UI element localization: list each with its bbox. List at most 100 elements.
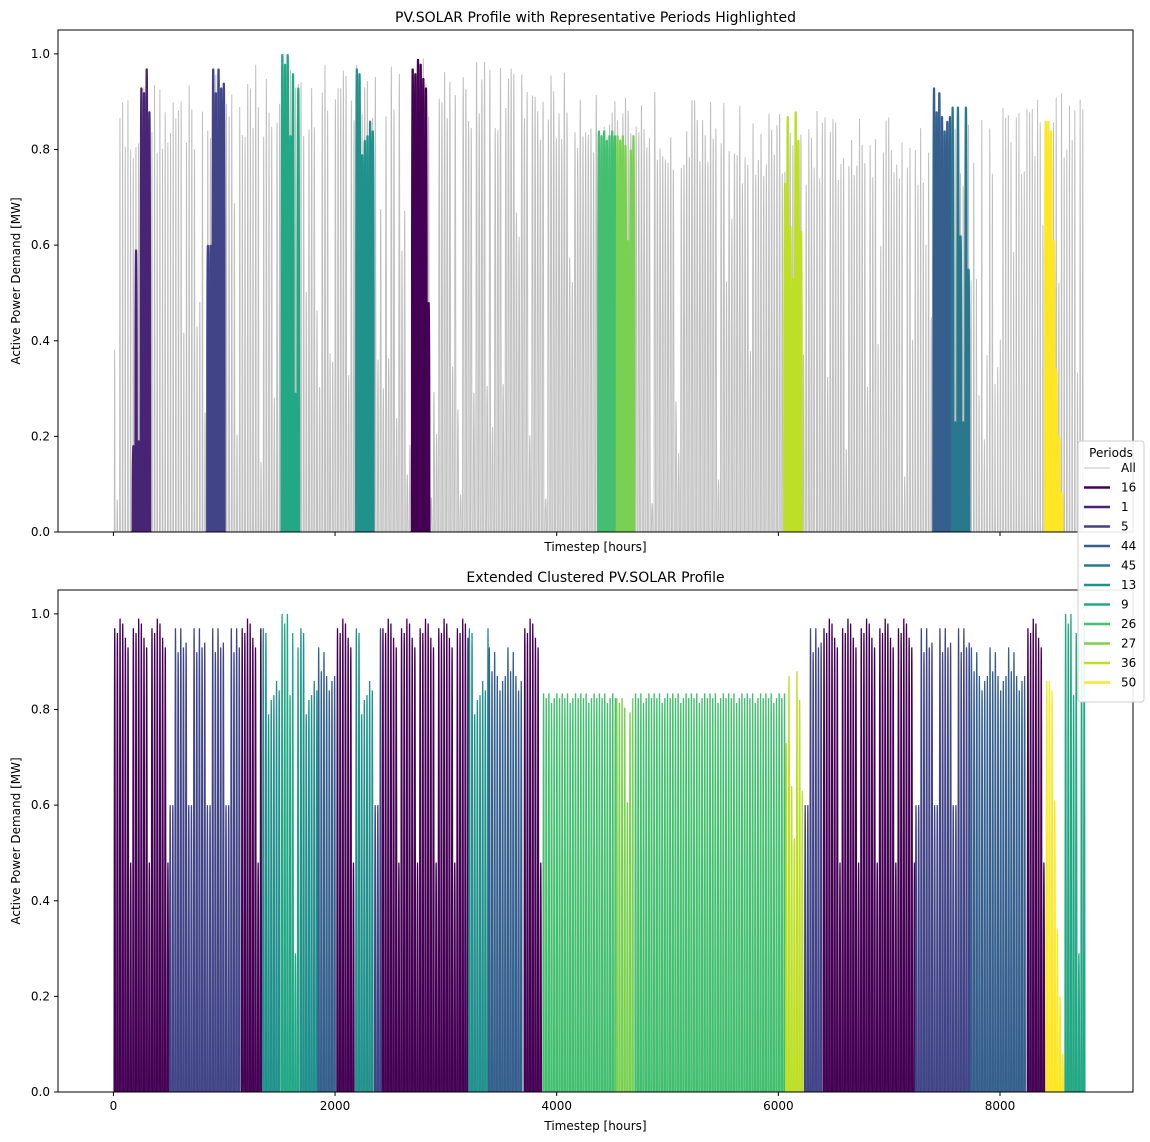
top-y-tick-label-0.4: 0.4 (31, 334, 50, 348)
period-45-day-2 (952, 421, 958, 532)
segment-7-period-44 (317, 647, 336, 1092)
highlight-period-9 (279, 54, 301, 532)
highlight-period-26 (596, 130, 618, 532)
legend-label-5: 5 (1121, 520, 1129, 534)
period-13-day-7 (370, 130, 376, 532)
period-44-day-6 (944, 120, 950, 532)
top-chart: 0.0 0.2 0.4 0.6 0.8 1.0 PV.SOLAR Profile with… (9, 10, 1134, 554)
period-9-day-5 (290, 73, 296, 532)
legend-entry-All: All (1084, 461, 1136, 475)
segment-14-period-16 (523, 618, 543, 1092)
top-y-tick-label-0.2: 0.2 (31, 429, 50, 443)
legend-label-1: 1 (1121, 500, 1129, 514)
segment-22-period-44 (970, 647, 1026, 1092)
period-44-day-5 (942, 130, 948, 532)
period-50-day-1 (1043, 120, 1049, 532)
highlight-period-13 (354, 68, 376, 532)
period-27-day-6 (628, 149, 634, 532)
bottom-y-tick-label-0.2: 0.2 (31, 989, 50, 1003)
period-26-day-7 (612, 135, 618, 532)
bottom-x-axis-label: Timestep [hours] (543, 1119, 646, 1133)
highlight-period-5 (205, 68, 227, 532)
segment-1-period-16 (113, 618, 170, 1092)
period-45-day-4 (958, 235, 963, 532)
segment-18-period-36 (785, 671, 804, 1092)
segment-12-period-13 (468, 628, 490, 1092)
bottom-y-tick-label-1.0: 1.0 (31, 607, 50, 621)
legend-entry-44: 44 (1084, 539, 1136, 553)
bottom-x-tick-label-6000: 6000 (763, 1099, 794, 1113)
bottom-plot-frame (57, 589, 1134, 1093)
highlight-period-36 (782, 111, 804, 532)
period-16-day-6 (423, 87, 429, 532)
period-44-day-3 (936, 92, 942, 532)
top-plot-data (113, 54, 1085, 532)
period-27-day-1 (615, 135, 620, 532)
top-plot-frame (57, 29, 1134, 533)
segment-17-period-26 (634, 693, 786, 1092)
period-50-day-6 (1056, 435, 1062, 532)
legend-label-13: 13 (1121, 578, 1136, 592)
bottom-axis-ticks: 0 2000 4000 6000 8000 0.0 0.2 0.4 0.6 0.8 1.0 (31, 607, 1015, 1113)
segment-13-period-44 (488, 647, 523, 1092)
period-1-day-2 (133, 249, 139, 532)
bottom-chart-title: Extended Clustered PV.SOLAR Profile (466, 570, 724, 586)
top-y-tick-label-0.8: 0.8 (31, 143, 50, 157)
period-5-day-7 (221, 82, 227, 532)
period-26-day-4 (604, 139, 610, 532)
legend-label-27: 27 (1121, 637, 1136, 651)
period-26-day-6 (609, 130, 615, 532)
period-5-day-3 (210, 68, 216, 532)
period-13-day-5 (364, 135, 370, 532)
period-36-day-2 (785, 116, 791, 532)
legend-label-All: All (1121, 461, 1136, 475)
period-9-day-6 (293, 392, 299, 532)
period-5-day-4 (213, 92, 219, 532)
top-y-tick-label-1.0: 1.0 (31, 47, 50, 61)
period-16-day-3 (415, 58, 421, 532)
period-13-day-1 (354, 68, 360, 532)
legend-entry-5: 5 (1084, 520, 1129, 534)
period-50-day-4 (1051, 240, 1057, 532)
legend-label-50: 50 (1121, 676, 1136, 690)
bottom-y-axis-label: Active Power Demand [MW] (9, 757, 23, 924)
highlight-period-44 (931, 87, 953, 532)
period-50-day-5 (1053, 368, 1059, 532)
bottom-y-tick-label-0.8: 0.8 (31, 703, 50, 717)
period-16-day-5 (420, 77, 426, 532)
segment-3-period-16 (240, 618, 263, 1092)
period-44-day-1 (931, 87, 937, 532)
segment-21-period-5 (914, 628, 971, 1092)
highlight-period-1 (130, 68, 152, 532)
period-5-day-2 (208, 244, 213, 532)
period-9-day-7 (295, 87, 301, 532)
legend-entry-45: 45 (1084, 559, 1136, 573)
period-1-day-7 (146, 111, 152, 532)
legend-entry-1: 1 (1084, 500, 1129, 514)
period-16-day-7 (426, 302, 432, 532)
top-y-tick-label-0.6: 0.6 (31, 238, 50, 252)
top-x-axis-label: Timestep [hours] (543, 540, 646, 554)
period-9-day-3 (285, 54, 291, 532)
period-44-day-4 (939, 116, 945, 532)
period-45-day-7 (966, 268, 971, 532)
legend-entry-26: 26 (1084, 617, 1136, 631)
period-13-day-2 (357, 73, 362, 532)
bottom-x-tick-label-2000: 2000 (320, 1099, 351, 1113)
segment-15-period-26 (542, 693, 617, 1092)
top-chart-title: PV.SOLAR Profile with Representative Per… (395, 10, 796, 26)
period-45-day-1 (950, 106, 956, 532)
legend-entry-13: 13 (1084, 578, 1136, 592)
segment-2-period-5 (168, 628, 241, 1092)
period-44-day-2 (934, 111, 940, 532)
highlight-period-45 (950, 106, 971, 532)
period-27-day-4 (622, 144, 628, 532)
period-1-day-1 (130, 445, 136, 532)
period-45-day-5 (960, 421, 966, 532)
segment-9-period-13 (355, 628, 374, 1092)
period-9-day-4 (287, 135, 293, 532)
bottom-x-tick-label-0: 0 (110, 1099, 118, 1113)
segment-19-period-5 (803, 628, 823, 1092)
segment-16-period-27 (615, 698, 635, 1092)
